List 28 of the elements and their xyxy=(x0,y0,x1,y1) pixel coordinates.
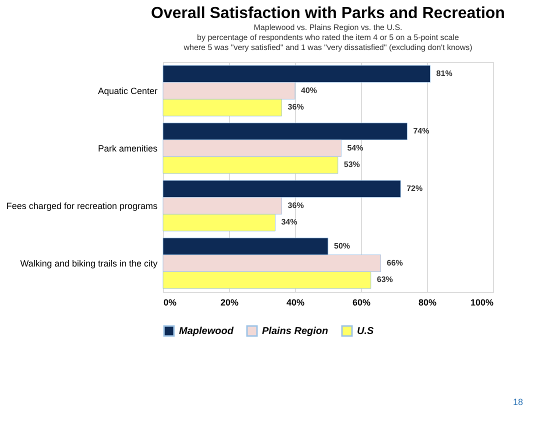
chart-subtitle: Maplewood vs. Plains Region vs. the U.S. by percentage of respondents who rated the item 4 or 5 on a 5-point scale where 5 was "very satisfied" and 1 was "very dissatisfied" (excluding don't knows) xyxy=(182,23,473,52)
legend-label: Plains Region xyxy=(262,326,328,337)
data-label: 72% xyxy=(406,184,423,193)
legend-label: U.S xyxy=(357,326,374,337)
x-tick-label: 0% xyxy=(164,298,177,308)
data-label: 50% xyxy=(334,241,350,250)
data-label: 36% xyxy=(288,102,304,112)
data-label: 66% xyxy=(386,258,403,268)
data-label: 36% xyxy=(288,200,304,210)
x-tick-label: 40% xyxy=(286,298,305,308)
chart-title: Overall Satisfaction with Parks and Recreation xyxy=(151,5,505,22)
data-label: 34% xyxy=(281,218,298,227)
data-label: 54% xyxy=(347,143,364,152)
data-label: 40% xyxy=(301,86,318,95)
data-label: 81% xyxy=(436,68,452,78)
y-tick-label: Park amenities xyxy=(98,143,158,154)
y-tick-label: Fees charged for recreation programs xyxy=(6,200,158,211)
data-label: 53% xyxy=(344,160,360,170)
x-tick-label: 80% xyxy=(418,298,437,308)
y-tick-label: Aquatic Center xyxy=(98,86,158,96)
x-tick-label: 60% xyxy=(352,298,371,308)
text: 18 xyxy=(512,397,523,407)
data-label: 63% xyxy=(376,275,393,284)
legend-label: Maplewood xyxy=(179,326,234,337)
x-tick-label: 100% xyxy=(470,298,494,308)
y-tick-label: Walking and biking trails in the city xyxy=(20,258,158,268)
x-tick-label: 20% xyxy=(220,298,239,308)
data-label: 74% xyxy=(413,126,430,136)
